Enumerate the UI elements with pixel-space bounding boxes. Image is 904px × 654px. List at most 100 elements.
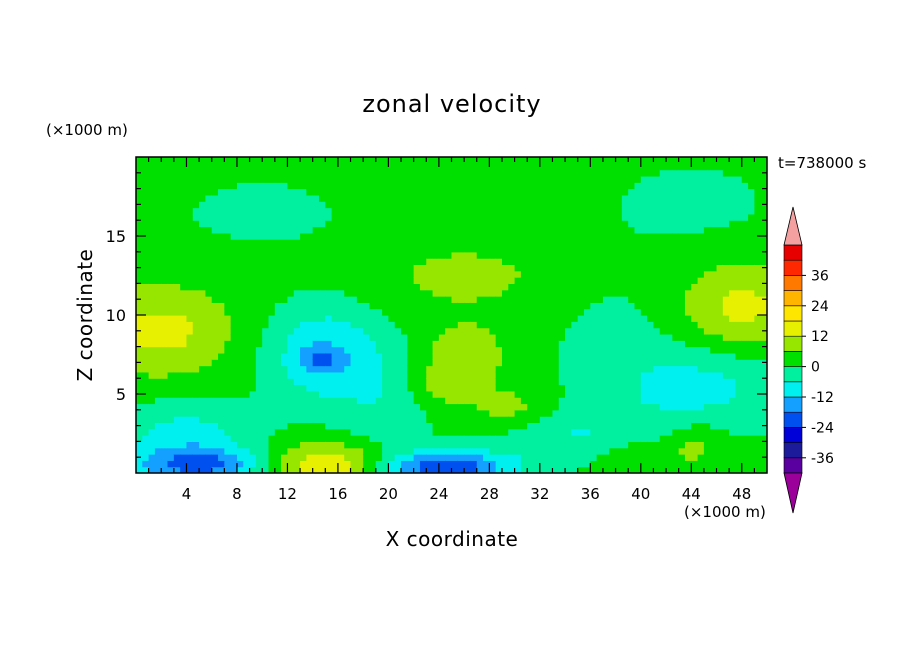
heatmap-cell <box>672 258 680 266</box>
heatmap-cell <box>426 258 434 266</box>
heatmap-cell <box>470 435 478 442</box>
heatmap-cell <box>249 315 257 322</box>
heatmap-cell <box>230 409 238 417</box>
heatmap-cell <box>735 441 743 449</box>
heatmap-cell <box>281 296 289 303</box>
heatmap-cell <box>741 194 749 202</box>
heatmap-cell <box>729 333 737 341</box>
heatmap-cell <box>565 220 572 228</box>
heatmap-cell <box>173 327 181 335</box>
heatmap-cell <box>337 169 345 177</box>
heatmap-cell <box>640 397 648 405</box>
heatmap-cell <box>457 428 465 436</box>
heatmap-cell <box>142 175 150 183</box>
heatmap-cell <box>716 220 724 228</box>
heatmap-cell <box>558 201 566 209</box>
heatmap-cell <box>546 182 554 190</box>
heatmap-cell <box>634 226 642 234</box>
heatmap-cell <box>382 264 389 272</box>
heatmap-cell <box>413 239 421 247</box>
heatmap-cell <box>325 416 333 424</box>
heatmap-cell <box>243 258 251 266</box>
heatmap-cell <box>186 422 194 430</box>
heatmap-cell <box>634 239 642 247</box>
heatmap-cell <box>558 232 566 240</box>
heatmap-cell <box>508 321 516 329</box>
heatmap-cell <box>426 277 434 284</box>
heatmap-cell <box>325 302 333 310</box>
heatmap-cell <box>274 213 282 221</box>
heatmap-cell <box>337 416 345 424</box>
heatmap-cell <box>344 359 352 367</box>
heatmap-cell <box>173 308 181 316</box>
heatmap-cell <box>722 384 730 392</box>
heatmap-cell <box>602 321 610 329</box>
heatmap-cell <box>224 359 232 367</box>
heatmap-cell <box>180 454 188 461</box>
heatmap-cell <box>331 422 339 430</box>
heatmap-cell <box>312 365 320 373</box>
heatmap-cell <box>255 258 263 266</box>
heatmap-cell <box>205 441 213 449</box>
heatmap-cell <box>356 264 364 272</box>
heatmap-cell <box>716 327 724 335</box>
heatmap-cell <box>413 346 421 354</box>
heatmap-cell <box>590 315 598 322</box>
heatmap-cell <box>331 390 339 398</box>
heatmap-cell <box>697 308 705 316</box>
heatmap-cell <box>590 220 598 228</box>
heatmap-cell <box>729 169 737 177</box>
heatmap-cell <box>337 466 345 473</box>
heatmap-cell <box>154 403 162 411</box>
heatmap-cell <box>154 409 162 417</box>
heatmap-cell <box>375 428 383 436</box>
heatmap-cell <box>142 352 150 360</box>
heatmap-cell <box>602 422 610 430</box>
heatmap-cell <box>539 321 547 329</box>
heatmap-cell <box>754 409 762 417</box>
heatmap-cell <box>236 365 244 373</box>
heatmap-cell <box>136 441 143 449</box>
heatmap-cell <box>508 157 516 164</box>
heatmap-cell <box>363 441 371 449</box>
heatmap-cell <box>640 403 648 411</box>
heatmap-cell <box>432 201 440 209</box>
heatmap-cell <box>186 416 194 424</box>
heatmap-cell <box>274 239 282 247</box>
heatmap-cell <box>350 302 358 310</box>
heatmap-cell <box>602 270 610 278</box>
heatmap-cell <box>186 157 194 164</box>
heatmap-cell <box>230 182 238 190</box>
heatmap-cell <box>363 409 371 417</box>
heatmap-cell <box>489 403 497 411</box>
heatmap-cell <box>363 371 371 379</box>
heatmap-cell <box>508 220 516 228</box>
heatmap-cell <box>382 409 389 417</box>
heatmap-cell <box>501 327 509 335</box>
heatmap-cell <box>539 201 547 209</box>
heatmap-cell <box>495 157 503 164</box>
heatmap-cell <box>666 283 673 291</box>
heatmap-cell <box>350 460 358 468</box>
heatmap-cell <box>438 175 446 183</box>
heatmap-cell <box>401 447 408 455</box>
heatmap-cell <box>659 435 667 442</box>
heatmap-cell <box>306 258 314 266</box>
heatmap-cell <box>325 359 333 367</box>
heatmap-cell <box>249 460 257 468</box>
heatmap-cell <box>161 296 169 303</box>
heatmap-cell <box>413 390 421 398</box>
heatmap-cell <box>483 460 490 468</box>
heatmap-cell <box>672 403 680 411</box>
heatmap-cell <box>173 226 181 234</box>
heatmap-cell <box>236 175 244 183</box>
heatmap-cell <box>672 409 680 417</box>
heatmap-cell <box>180 245 188 253</box>
heatmap-cell <box>546 359 554 367</box>
heatmap-cell <box>470 428 478 436</box>
heatmap-cell <box>495 182 503 190</box>
heatmap-cell <box>760 416 767 424</box>
heatmap-cell <box>394 447 402 455</box>
heatmap-cell <box>495 333 503 341</box>
heatmap-cell <box>350 283 358 291</box>
